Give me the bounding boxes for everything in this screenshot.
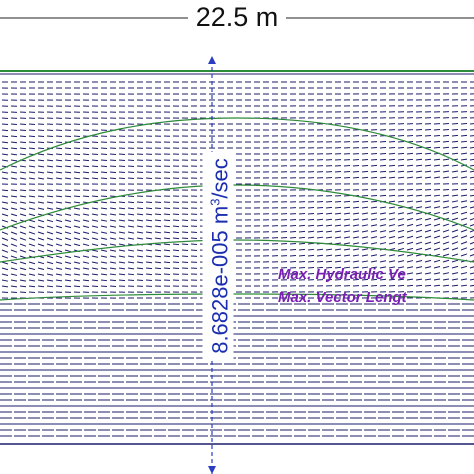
flux-axis-bottom-arrowhead xyxy=(208,466,216,474)
vector-row xyxy=(1,152,474,156)
vector-row xyxy=(1,217,474,223)
contour-arc xyxy=(0,239,474,263)
vector-row xyxy=(1,188,474,192)
contour-arc xyxy=(0,117,474,171)
vector-row xyxy=(1,105,474,107)
flow-contour-lines xyxy=(0,117,474,301)
velocity-vector-field xyxy=(0,70,474,445)
vector-row xyxy=(1,241,474,247)
vector-row xyxy=(1,111,474,113)
flux-unit: /sec xyxy=(207,158,233,199)
vector-row xyxy=(1,253,474,259)
vector-row xyxy=(1,259,474,265)
contour-arc xyxy=(0,184,474,231)
vector-row xyxy=(1,128,474,132)
vector-row xyxy=(1,123,474,126)
vector-row xyxy=(1,134,474,138)
flux-value: 8.6828e-005 m xyxy=(207,205,233,354)
flux-exponent: 3 xyxy=(207,198,223,206)
vector-row xyxy=(1,140,474,144)
legend-max-hydraulic-velocity: Max. Hydraulic Ve xyxy=(278,266,406,283)
vector-row xyxy=(1,183,474,185)
flux-axis-arrowhead xyxy=(208,56,216,64)
legend-max-vector-length: Max. Vector Lengt xyxy=(278,289,407,306)
vector-row xyxy=(1,194,474,198)
vector-row xyxy=(1,176,474,180)
vector-row xyxy=(1,223,474,229)
vector-row xyxy=(1,158,474,162)
vector-row xyxy=(1,200,474,204)
vector-row xyxy=(1,284,474,288)
vector-row xyxy=(1,164,474,168)
vector-row xyxy=(1,170,474,174)
vector-row xyxy=(1,229,474,235)
contour-arc xyxy=(0,293,474,301)
vector-row xyxy=(1,211,474,217)
vector-row xyxy=(1,146,474,150)
width-dimension-label: 22.5 m xyxy=(0,1,474,33)
